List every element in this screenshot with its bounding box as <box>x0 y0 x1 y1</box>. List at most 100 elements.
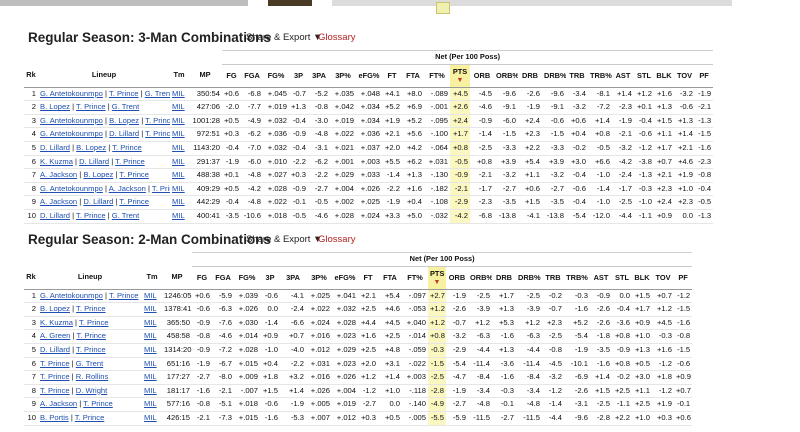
team-link[interactable]: MIL <box>172 210 185 220</box>
glossary-link[interactable]: Glossary <box>318 234 356 245</box>
team-link[interactable]: MIL <box>172 170 185 180</box>
column-header-tm[interactable]: Tm <box>170 64 188 88</box>
team-link[interactable]: MIL <box>144 372 157 382</box>
player-link[interactable]: D. Lillard <box>40 142 70 152</box>
column-header-fta[interactable]: FTA <box>378 266 402 290</box>
column-header-fga[interactable]: FGA <box>212 266 234 290</box>
column-header-fg[interactable]: FG <box>222 64 241 88</box>
player-link[interactable]: T. Prince <box>151 183 170 193</box>
player-link[interactable]: A. Green <box>40 331 71 341</box>
player-link[interactable]: B. Portis <box>40 412 69 422</box>
team-link[interactable]: MIL <box>144 304 157 314</box>
column-header-fta[interactable]: FTA <box>402 64 424 88</box>
column-header-fga[interactable]: FGA <box>241 64 263 88</box>
player-link[interactable]: T. Prince <box>76 304 106 314</box>
team-link[interactable]: MIL <box>172 88 185 98</box>
player-link[interactable]: G. Trent <box>111 102 140 112</box>
column-header-stl[interactable]: STL <box>612 266 632 290</box>
column-header-orb-pct[interactable]: ORB% <box>468 266 492 290</box>
team-link[interactable]: MIL <box>144 290 157 300</box>
player-link[interactable]: G. Antetokounmpo <box>40 88 103 98</box>
player-link[interactable]: K. Kuzma <box>40 317 73 327</box>
column-header-lineup[interactable]: Lineup <box>38 64 170 88</box>
player-link[interactable]: T. Prince <box>83 399 113 409</box>
player-link[interactable]: T. Prince <box>40 385 70 395</box>
team-link[interactable]: MIL <box>144 399 157 409</box>
player-link[interactable]: T. Prince <box>145 115 170 125</box>
share-export-button[interactable]: Share & Export ▼ <box>246 234 323 245</box>
column-header-drb[interactable]: DRB <box>518 64 542 88</box>
player-link[interactable]: D. Lillard <box>79 156 110 166</box>
player-link[interactable]: D. Wright <box>75 385 108 395</box>
top-bar-pill[interactable] <box>436 2 450 14</box>
column-header-pts[interactable]: PTS ▼ <box>428 266 446 290</box>
player-link[interactable]: B. Lopez <box>40 102 70 112</box>
column-header-drb-pct[interactable]: DRB% <box>516 266 542 290</box>
team-link[interactable]: MIL <box>172 142 185 152</box>
column-header-tm[interactable]: Tm <box>142 266 162 290</box>
player-link[interactable]: T. Prince <box>108 290 139 300</box>
player-link[interactable]: G. Trent <box>111 210 140 220</box>
column-header-efg-pct[interactable]: eFG% <box>356 64 382 88</box>
column-header-pf[interactable]: PF <box>674 266 693 290</box>
player-link[interactable]: G. Antetokounmpo <box>40 115 103 125</box>
column-header-3p-pct[interactable]: 3P% <box>330 64 356 88</box>
player-link[interactable]: T. Prince <box>40 358 70 368</box>
column-header-trb[interactable]: TRB <box>542 266 564 290</box>
player-link[interactable]: A. Jackson <box>108 183 146 193</box>
column-header-3p[interactable]: 3P <box>260 266 280 290</box>
player-link[interactable]: G. Antetokounmpo <box>40 290 103 300</box>
team-link[interactable]: MIL <box>172 129 185 139</box>
column-header-rk[interactable]: Rk <box>24 64 38 88</box>
player-link[interactable]: T. Prince <box>76 331 106 341</box>
column-header-blk[interactable]: BLK <box>654 64 674 88</box>
column-header-ft[interactable]: FT <box>358 266 378 290</box>
player-link[interactable]: A. Jackson <box>40 170 78 180</box>
column-header-fg[interactable]: FG <box>192 266 212 290</box>
player-link[interactable]: G. Antetokounmpo <box>40 183 103 193</box>
glossary-link[interactable]: Glossary <box>318 32 356 43</box>
player-link[interactable]: T. Prince <box>119 170 149 180</box>
player-link[interactable]: A. Jackson <box>40 197 78 207</box>
column-header-mp[interactable]: MP <box>188 64 222 88</box>
team-link[interactable]: MIL <box>172 115 185 125</box>
player-link[interactable]: T. Prince <box>76 102 106 112</box>
player-link[interactable]: D. Lillard <box>40 344 70 354</box>
player-link[interactable]: T. Prince <box>108 88 139 98</box>
team-link[interactable]: MIL <box>172 183 185 193</box>
column-header-tov[interactable]: TOV <box>652 266 674 290</box>
column-header-3p[interactable]: 3P <box>289 64 308 88</box>
player-link[interactable]: T. Prince <box>76 344 106 354</box>
column-header-pts[interactable]: PTS ▼ <box>450 64 470 88</box>
player-link[interactable]: T. Prince <box>145 129 170 139</box>
column-header-ast[interactable]: AST <box>590 266 612 290</box>
column-header-fg-pct[interactable]: FG% <box>263 64 289 88</box>
column-header-orb[interactable]: ORB <box>446 266 468 290</box>
column-header-rk[interactable]: Rk <box>24 266 38 290</box>
column-header-trb[interactable]: TRB <box>566 64 588 88</box>
column-header-stl[interactable]: STL <box>634 64 654 88</box>
column-header-ast[interactable]: AST <box>612 64 634 88</box>
player-link[interactable]: T. Prince <box>74 412 105 422</box>
column-header-ft-pct[interactable]: FT% <box>424 64 450 88</box>
column-header-ft-pct[interactable]: FT% <box>402 266 428 290</box>
player-link[interactable]: T. Prince <box>119 197 149 207</box>
team-link[interactable]: MIL <box>144 385 157 395</box>
team-link[interactable]: MIL <box>172 156 185 166</box>
player-link[interactable]: G. Trent <box>75 358 104 368</box>
player-link[interactable]: G. Antetokounmpo <box>40 129 103 139</box>
team-link[interactable]: MIL <box>144 344 157 354</box>
share-export-button[interactable]: Share & Export ▼ <box>246 32 323 43</box>
player-link[interactable]: R. Rollins <box>75 372 109 382</box>
player-link[interactable]: T. Prince <box>78 317 109 327</box>
player-link[interactable]: A. Jackson <box>40 399 78 409</box>
column-header-3pa[interactable]: 3PA <box>308 64 330 88</box>
player-link[interactable]: D. Lillard <box>109 129 140 139</box>
player-link[interactable]: T. Prince <box>76 210 106 220</box>
player-link[interactable]: B. Lopez <box>109 115 140 125</box>
player-link[interactable]: B. Lopez <box>83 170 114 180</box>
column-header-3pa[interactable]: 3PA <box>280 266 306 290</box>
team-link[interactable]: MIL <box>144 317 157 327</box>
top-bar-tab[interactable] <box>268 0 312 6</box>
column-header-blk[interactable]: BLK <box>632 266 652 290</box>
